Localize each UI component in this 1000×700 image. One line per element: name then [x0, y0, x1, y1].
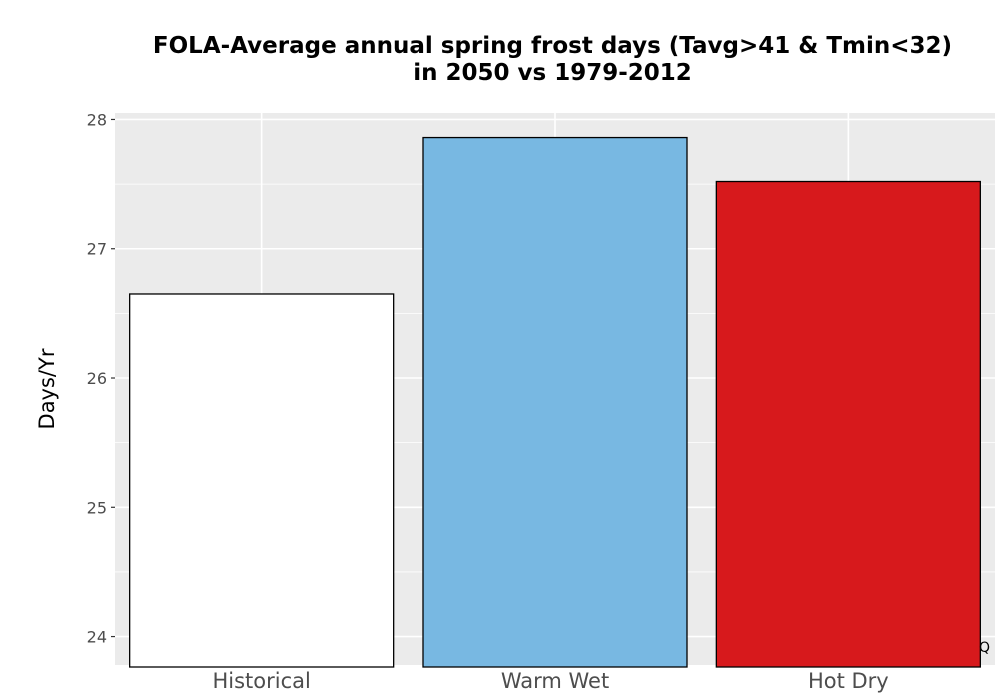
x-tick-label: Hot Dry: [808, 669, 889, 693]
y-tick-label: 25: [87, 498, 107, 517]
chart-title-line-2: in 2050 vs 1979-2012: [413, 60, 692, 86]
y-tick-label: 24: [87, 628, 107, 647]
bar-historical: [129, 293, 395, 668]
y-axis: 24 25 26 27 28: [87, 110, 115, 647]
y-tick-label: 28: [87, 110, 107, 129]
chart-title-line-1: FOLA-Average annual spring frost days (T…: [152, 33, 953, 59]
corner-mark: Q: [979, 640, 991, 656]
y-tick-label: 27: [87, 240, 107, 259]
y-tick-label: 26: [87, 369, 107, 388]
x-tick-label: Warm Wet: [501, 669, 609, 693]
bars: [129, 136, 981, 668]
bar-warm-wet: [422, 136, 688, 668]
x-tick-label: Historical: [212, 669, 310, 693]
bar-hot-dry: [715, 180, 981, 668]
x-axis: Historical Warm Wet Hot Dry: [212, 669, 888, 693]
